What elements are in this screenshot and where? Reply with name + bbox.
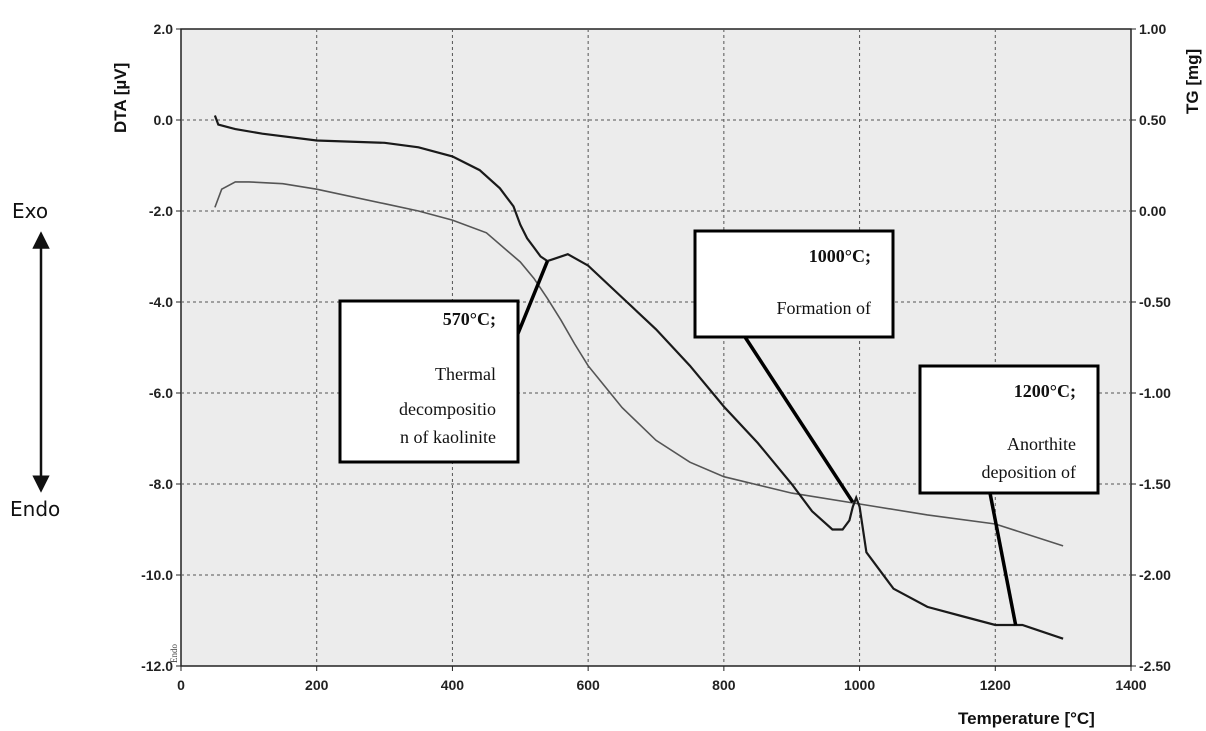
x-tick-label: 1200 <box>980 677 1011 693</box>
y-right-tick-label: -2.50 <box>1139 658 1171 674</box>
annotation-text: 1000°C; <box>809 246 871 266</box>
annotation-text: decompositio <box>399 399 496 419</box>
y-left-tick-label: 0.0 <box>154 112 174 128</box>
y-right-tick-label: 0.50 <box>1139 112 1166 128</box>
y-right-tick-label: 1.00 <box>1139 21 1166 37</box>
annotation-text: Anorthite <box>1007 434 1076 454</box>
annotation-leader-line <box>515 260 550 337</box>
tg-series-line <box>214 181 1064 547</box>
y-right-tick-label: -2.00 <box>1139 567 1171 583</box>
plot-area <box>180 28 1132 667</box>
small-endo-label: Endo <box>169 644 179 663</box>
annotation-1: 570°C; Thermal decompositio n of kaolinite <box>338 260 550 464</box>
y-left-tick-label: -12.0 <box>141 658 173 674</box>
right-axis-title: TG [mg] <box>1183 49 1202 114</box>
y-left-tick-label: 2.0 <box>154 21 174 37</box>
x-tick-label: 1000 <box>844 677 875 693</box>
y-left-tick-label: -6.0 <box>149 385 173 401</box>
annotation-2: 1000°C; Formation of <box>693 229 895 504</box>
annotation-3: 1200°C; Anorthite deposition of <box>918 364 1100 626</box>
annotation-box <box>693 229 895 339</box>
x-tick-label: 0 <box>177 677 185 693</box>
annotations: 570°C; Thermal decompositio n of kaolinite 1… <box>338 229 1100 626</box>
dta-series-line <box>213 115 1064 640</box>
right-axis-ticks: 1.00 0.50 0.00 -0.50 -1.00 -1.50 -2.00 -2.50 <box>1131 21 1171 674</box>
annotation-text: n of kaolinite <box>400 427 496 447</box>
x-axis-title: Temperature [°C] <box>958 709 1095 728</box>
annotation-text: Thermal <box>435 364 496 384</box>
x-tick-label: 800 <box>712 677 736 693</box>
exo-label: Exo <box>12 199 48 223</box>
x-tick-label: 200 <box>305 677 329 693</box>
annotation-text: deposition of <box>982 462 1077 482</box>
y-left-tick-label: -10.0 <box>141 567 173 583</box>
y-right-tick-label: -1.00 <box>1139 385 1171 401</box>
y-left-tick-label: -4.0 <box>149 294 173 310</box>
y-right-tick-label: -1.50 <box>1139 476 1171 492</box>
x-axis-ticks: 0 200 400 600 800 1000 1200 1400 <box>177 666 1147 693</box>
annotation-leader-line <box>743 336 855 504</box>
annotation-text: 570°C; <box>443 309 496 329</box>
annotation-box <box>918 364 1100 495</box>
annotation-text: Formation of <box>777 298 872 318</box>
left-axis-ticks: 2.0 0.0 -2.0 -4.0 -6.0 -8.0 -10.0 -12.0 <box>141 21 181 674</box>
y-left-tick-label: -2.0 <box>149 203 173 219</box>
annotation-box <box>338 299 520 464</box>
annotation-text: 1200°C; <box>1014 381 1076 401</box>
x-tick-label: 400 <box>441 677 465 693</box>
endo-label: Endo <box>10 497 60 521</box>
x-tick-label: 1400 <box>1115 677 1146 693</box>
annotation-leader-line <box>988 492 1018 626</box>
left-axis-title: DTA [µV] <box>111 63 130 133</box>
y-right-tick-label: -0.50 <box>1139 294 1171 310</box>
x-tick-label: 600 <box>576 677 600 693</box>
y-right-tick-label: 0.00 <box>1139 203 1166 219</box>
y-left-tick-label: -8.0 <box>149 476 173 492</box>
